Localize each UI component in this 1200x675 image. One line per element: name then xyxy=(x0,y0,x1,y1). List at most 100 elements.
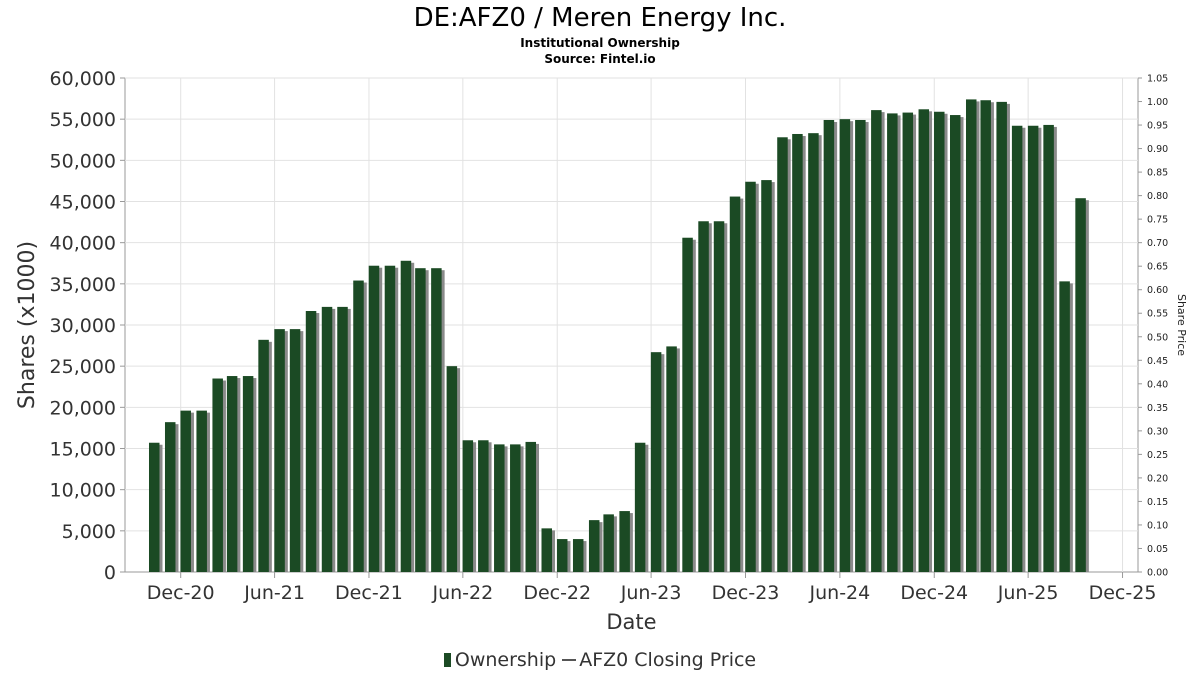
y2-tick-label: 0.25 xyxy=(1147,450,1168,461)
ownership-bar xyxy=(682,237,693,572)
x-tick-label: Jun-25 xyxy=(997,582,1059,604)
ownership-bar xyxy=(902,112,914,572)
y2-tick-label: 1.05 xyxy=(1147,74,1168,85)
y2-tick-label: 0.60 xyxy=(1147,285,1168,296)
ownership-bar xyxy=(321,306,333,572)
ownership-bar xyxy=(855,119,866,573)
y2-tick-label: 0.90 xyxy=(1147,144,1168,155)
ownership-bar xyxy=(572,539,584,572)
y2-tick-label: 0.80 xyxy=(1147,191,1168,202)
ownership-bar xyxy=(337,306,348,572)
ownership-bar xyxy=(180,410,191,572)
ownership-bar xyxy=(980,100,991,572)
ownership-bar xyxy=(745,181,756,573)
ownership-bar xyxy=(1027,125,1039,573)
ownership-bar xyxy=(478,440,489,572)
chart-subtitle: Institutional Ownership xyxy=(520,36,680,50)
ownership-bar xyxy=(494,444,505,572)
x-tick-label: Jun-22 xyxy=(431,582,493,604)
y-tick-label: 30,000 xyxy=(50,315,116,337)
y2-tick-label: 0.55 xyxy=(1147,309,1168,320)
y2-tick-label: 0.00 xyxy=(1147,568,1168,579)
ownership-bar xyxy=(713,221,725,572)
ownership-bar xyxy=(541,528,553,572)
price-legend-swatch xyxy=(562,658,577,661)
ownership-bar xyxy=(525,441,537,572)
chart-source: Source: Fintel.io xyxy=(544,52,656,66)
y2-tick-label: 0.70 xyxy=(1147,238,1168,249)
ownership-bar xyxy=(258,339,269,572)
x-tick-label: Dec-23 xyxy=(712,582,780,604)
y2-tick-label: 0.65 xyxy=(1147,262,1168,273)
ownership-bar xyxy=(446,366,458,572)
y2-tick-label: 0.95 xyxy=(1147,121,1168,132)
ownership-bar xyxy=(950,115,961,573)
ownership-bar xyxy=(729,196,741,572)
ownership-bar xyxy=(918,109,930,572)
ownership-bar xyxy=(274,329,285,572)
y2-tick-label: 0.50 xyxy=(1147,332,1168,343)
ownership-bar xyxy=(400,260,412,572)
ownership-bar xyxy=(1075,198,1086,572)
ownership-chart: 0 5,000 10,000 15,000 20,000 25,000 30,000 35,0… xyxy=(15,68,1188,634)
y-axis-title: Shares (x1000) xyxy=(15,241,40,409)
y-tick-label: 50,000 xyxy=(50,150,116,172)
ownership-bar xyxy=(761,180,772,573)
ownership-bar xyxy=(305,311,317,572)
ownership-bar xyxy=(164,422,176,572)
ownership-bar xyxy=(792,133,803,572)
ownership-bar xyxy=(603,514,614,572)
ownership-bar xyxy=(148,442,160,572)
y2-tick-label: 0.20 xyxy=(1147,473,1168,484)
ownership-bar xyxy=(462,440,474,572)
y2-tick-label: 0.30 xyxy=(1147,426,1168,437)
x-tick-label: Dec-20 xyxy=(147,582,215,604)
x-tick-label: Jun-24 xyxy=(809,582,871,604)
y-tick-label: 60,000 xyxy=(50,68,116,90)
x-tick-label: Jun-21 xyxy=(243,582,305,604)
x-tick-label: Dec-22 xyxy=(523,582,591,604)
y-tick-label: 20,000 xyxy=(50,397,116,419)
ownership-bar xyxy=(634,442,646,572)
y2-tick-label: 0.15 xyxy=(1147,497,1168,508)
ownership-bar xyxy=(1059,281,1070,572)
y-tick-label: 35,000 xyxy=(50,274,116,296)
y2-tick-label: 0.85 xyxy=(1147,168,1168,179)
ownership-bar xyxy=(871,110,882,573)
y-tick-label: 5,000 xyxy=(62,521,116,543)
y-tick-label: 25,000 xyxy=(50,356,116,378)
ownership-bar xyxy=(808,133,819,572)
x-tick-label: Dec-21 xyxy=(335,582,403,604)
y2-tick-label: 0.10 xyxy=(1147,520,1168,531)
ownership-bar xyxy=(510,444,521,572)
y-tick-label: 55,000 xyxy=(50,109,116,131)
chart-title: DE:AFZ0 / Meren Energy Inc. xyxy=(413,3,787,33)
ownership-bar xyxy=(996,101,1007,573)
ownership-bar xyxy=(823,119,835,573)
ownership-bar xyxy=(431,268,442,572)
price-legend-label: AFZ0 Closing Price xyxy=(579,648,757,671)
y2-tick-label: 1.00 xyxy=(1147,97,1168,108)
x-tick-label: Dec-24 xyxy=(900,582,968,604)
ownership-legend-swatch xyxy=(443,652,451,667)
ownership-bar xyxy=(934,111,945,573)
ownership-bar xyxy=(226,376,238,572)
y2-tick-label: 0.40 xyxy=(1147,379,1168,390)
ownership-bar xyxy=(368,265,380,572)
y-tick-label: 15,000 xyxy=(50,439,116,461)
y2-tick-label: 0.75 xyxy=(1147,215,1168,226)
ownership-bar xyxy=(289,329,301,572)
ownership-bar xyxy=(415,268,426,572)
ownership-bar xyxy=(242,376,254,572)
y-tick-label: 0 xyxy=(104,562,116,584)
ownership-bar xyxy=(666,346,677,572)
ownership-bar xyxy=(588,520,600,572)
y2-tick-label: 0.35 xyxy=(1147,403,1168,414)
ownership-bar xyxy=(965,99,977,572)
ownership-bar xyxy=(777,137,788,572)
ownership-bar xyxy=(212,378,223,572)
ownership-bar xyxy=(556,539,568,572)
x-tick-label: Jun-23 xyxy=(620,582,682,604)
ownership-bar xyxy=(650,352,662,572)
ownership-bar xyxy=(196,410,207,572)
